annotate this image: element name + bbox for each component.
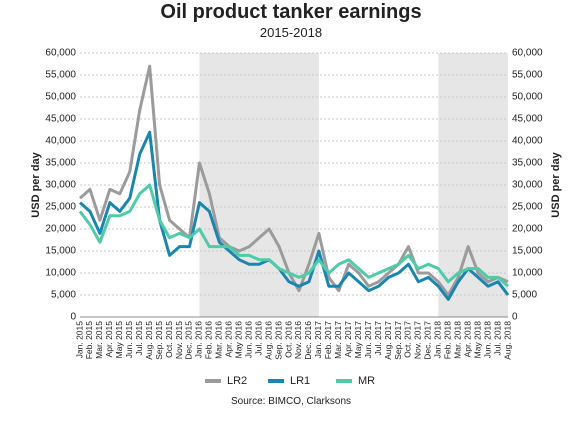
x-tick-label: Apr. 2018 [462,321,472,358]
x-tick-label: Aug. 2017 [383,321,393,360]
x-tick-label: Nov. 2015 [174,321,184,359]
x-tick-label: Aug. 2018 [502,321,512,360]
y2-tick-label: 20,000 [512,224,543,235]
x-tick-label: Jan. 2015 [74,321,84,359]
x-tick-label: Jun. 2018 [482,321,492,359]
y-tick-label: 50,000 [45,92,76,103]
x-tick-label: May 2018 [472,321,482,359]
x-tick-label: Apr. 2015 [104,321,114,358]
y2-axis-label: USD per day [550,151,562,217]
chart-subtitle: 2015-2018 [260,25,322,40]
y-tick-label: 30,000 [45,180,76,191]
series-line [79,64,509,297]
year-shade [199,53,319,317]
x-tick-label: Jan. 2018 [433,321,443,359]
y-tick-label: 55,000 [45,70,76,81]
y-tick-label: 0 [70,312,76,323]
x-tick-label: Jan. 2016 [194,321,204,359]
x-tick-label: Oct. 2015 [164,321,174,358]
y-tick-label: 15,000 [45,246,76,257]
x-tick-label: Oct. 2017 [403,321,413,358]
y2-tick-label: 5,000 [512,290,537,301]
x-tick-label: Apr. 2017 [343,321,353,358]
x-tick-label: Apr. 2016 [224,321,234,358]
chart-title: Oil product tanker earnings [160,1,421,23]
series-line [78,183,509,288]
x-tick-label: Oct. 2016 [283,321,293,358]
x-tick-label: Mar. 2016 [214,321,224,359]
y-tick-label: 25,000 [45,202,76,213]
y2-tick-label: 45,000 [512,114,543,125]
y-tick-label: 20,000 [45,224,76,235]
y2-tick-label: 0 [512,312,518,323]
source-note: Source: BIMCO, Clarksons [231,396,351,407]
y2-tick-label: 15,000 [512,246,543,257]
x-tick-label: Dec. 2016 [303,321,313,360]
x-tick-label: Mar. 2017 [333,321,343,359]
x-tick-label: Jun. 2016 [243,321,253,359]
y-tick-label: 60,000 [45,48,76,59]
x-tick-label: Jan. 2017 [313,321,323,359]
x-tick-label: Aug. 2016 [263,321,273,360]
x-tick-label: May 2015 [114,321,124,359]
x-tick-label: Aug. 2015 [144,321,154,360]
series-line [79,130,510,301]
x-tick-label: Feb. 2017 [323,321,333,360]
legend-label: MR [358,375,375,387]
x-tick-label: Jun. 2017 [363,321,373,359]
x-tick-label: Jun. 2015 [124,321,134,359]
x-tick-label: Sep. 2016 [273,321,283,360]
x-tick-label: Jul. 2016 [253,321,263,356]
y2-tick-label: 55,000 [512,70,543,81]
y-tick-label: 5,000 [51,290,76,301]
x-tick-label: Dec. 2017 [423,321,433,360]
y-tick-label: 45,000 [45,114,76,125]
x-tick-label: Jul. 2017 [373,321,383,356]
x-tick-label: Mar. 2015 [94,321,104,359]
y-tick-label: 35,000 [45,158,76,169]
x-tick-label: Sep. 2015 [154,321,164,360]
x-tick-label: Nov. 2017 [413,321,423,359]
x-tick-label: Nov. 2016 [293,321,303,359]
y2-tick-label: 30,000 [512,180,543,191]
x-tick-label: Dec. 2015 [184,321,194,360]
x-tick-label: Mar. 2018 [452,321,462,359]
y-tick-label: 40,000 [45,136,76,147]
y2-tick-label: 25,000 [512,202,543,213]
x-tick-label: Feb. 2016 [204,321,214,360]
x-tick-label: May 2017 [353,321,363,359]
legend-label: LR2 [227,375,247,387]
x-tick-label: Feb. 2015 [84,321,94,360]
y-axis-label: USD per day [30,151,42,217]
x-tick-label: Jul. 2018 [492,321,502,356]
legend-label: LR1 [290,375,310,387]
x-tick-label: Sep. 2017 [393,321,403,360]
y2-tick-label: 10,000 [512,268,543,279]
y-tick-label: 10,000 [45,268,76,279]
y2-tick-label: 40,000 [512,136,543,147]
y2-tick-label: 35,000 [512,158,543,169]
x-tick-label: Jul. 2015 [134,321,144,356]
x-tick-label: May 2016 [234,321,244,359]
x-tick-label: Feb. 2018 [443,321,453,360]
y2-tick-label: 50,000 [512,92,543,103]
y2-tick-label: 60,000 [512,48,543,59]
